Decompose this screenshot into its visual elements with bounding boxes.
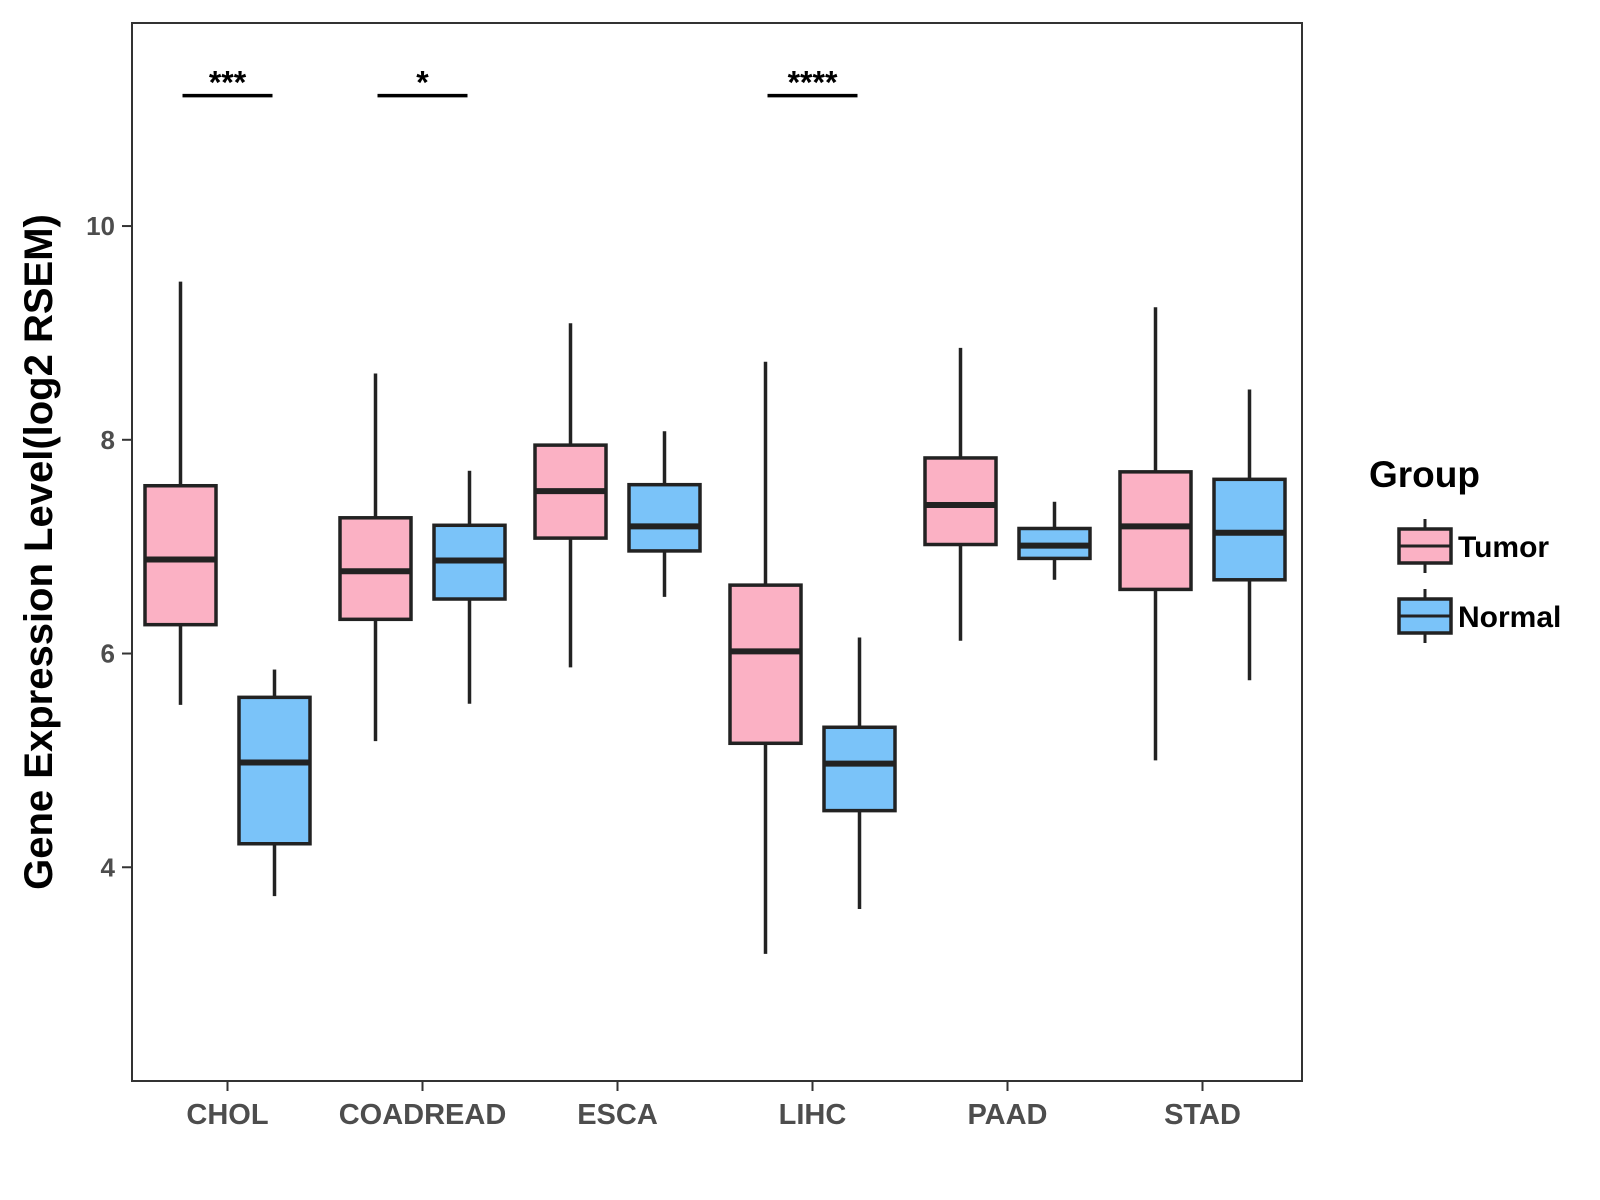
box-tumor-lihc	[728, 361, 803, 954]
x-tick-label: COADREAD	[339, 1099, 507, 1131]
box-body	[822, 725, 897, 813]
legend: Group Tumor Normal	[1369, 454, 1561, 643]
legend-item-normal: Normal	[1397, 589, 1561, 643]
box-normal-chol	[237, 669, 312, 897]
y-tick-label: 6	[101, 639, 115, 669]
box-body	[1118, 470, 1193, 592]
box-body	[237, 695, 312, 846]
y-axis-title: Gene Expression Level(log2 RSEM)	[17, 214, 61, 890]
box-normal-lihc	[822, 637, 897, 909]
box-tumor-esca	[533, 323, 608, 668]
box-normal-stad	[1212, 389, 1287, 681]
significance-label: ****	[788, 65, 838, 101]
box-body	[143, 483, 218, 627]
x-tick-label: STAD	[1164, 1099, 1241, 1131]
box-normal-paad	[1017, 501, 1092, 580]
box-tumor-paad	[923, 347, 998, 641]
x-axis: CHOL COADREAD ESCA LIHC PAAD STAD	[186, 1081, 1241, 1131]
significance-label: *	[416, 65, 429, 101]
box-normal-coadread	[432, 470, 507, 704]
x-tick-label: CHOL	[186, 1099, 268, 1131]
box-body	[1212, 477, 1287, 582]
box-tumor-stad	[1118, 307, 1193, 761]
significance-label: ***	[209, 65, 247, 101]
box-body	[627, 482, 702, 553]
box-tumor-chol	[143, 281, 218, 705]
x-tick-label: LIHC	[779, 1099, 847, 1131]
box-body	[923, 456, 998, 547]
y-axis: 4 6 8 10	[86, 211, 132, 882]
legend-label: Normal	[1458, 601, 1561, 634]
box-tumor-coadread	[338, 373, 413, 742]
x-tick-label: PAAD	[967, 1099, 1047, 1131]
box-body	[728, 583, 803, 746]
y-tick-label: 10	[86, 211, 115, 241]
legend-title: Group	[1369, 454, 1480, 495]
box-normal-esca	[627, 431, 702, 597]
significance-group: *** * ****	[182, 65, 858, 101]
x-tick-label: ESCA	[577, 1099, 658, 1131]
y-tick-label: 8	[101, 425, 115, 455]
legend-item-tumor: Tumor	[1397, 519, 1549, 573]
box-series-group	[143, 281, 1287, 954]
plot-panel	[131, 22, 1303, 1082]
legend-label: Tumor	[1458, 531, 1549, 564]
y-tick-label: 4	[101, 852, 116, 882]
